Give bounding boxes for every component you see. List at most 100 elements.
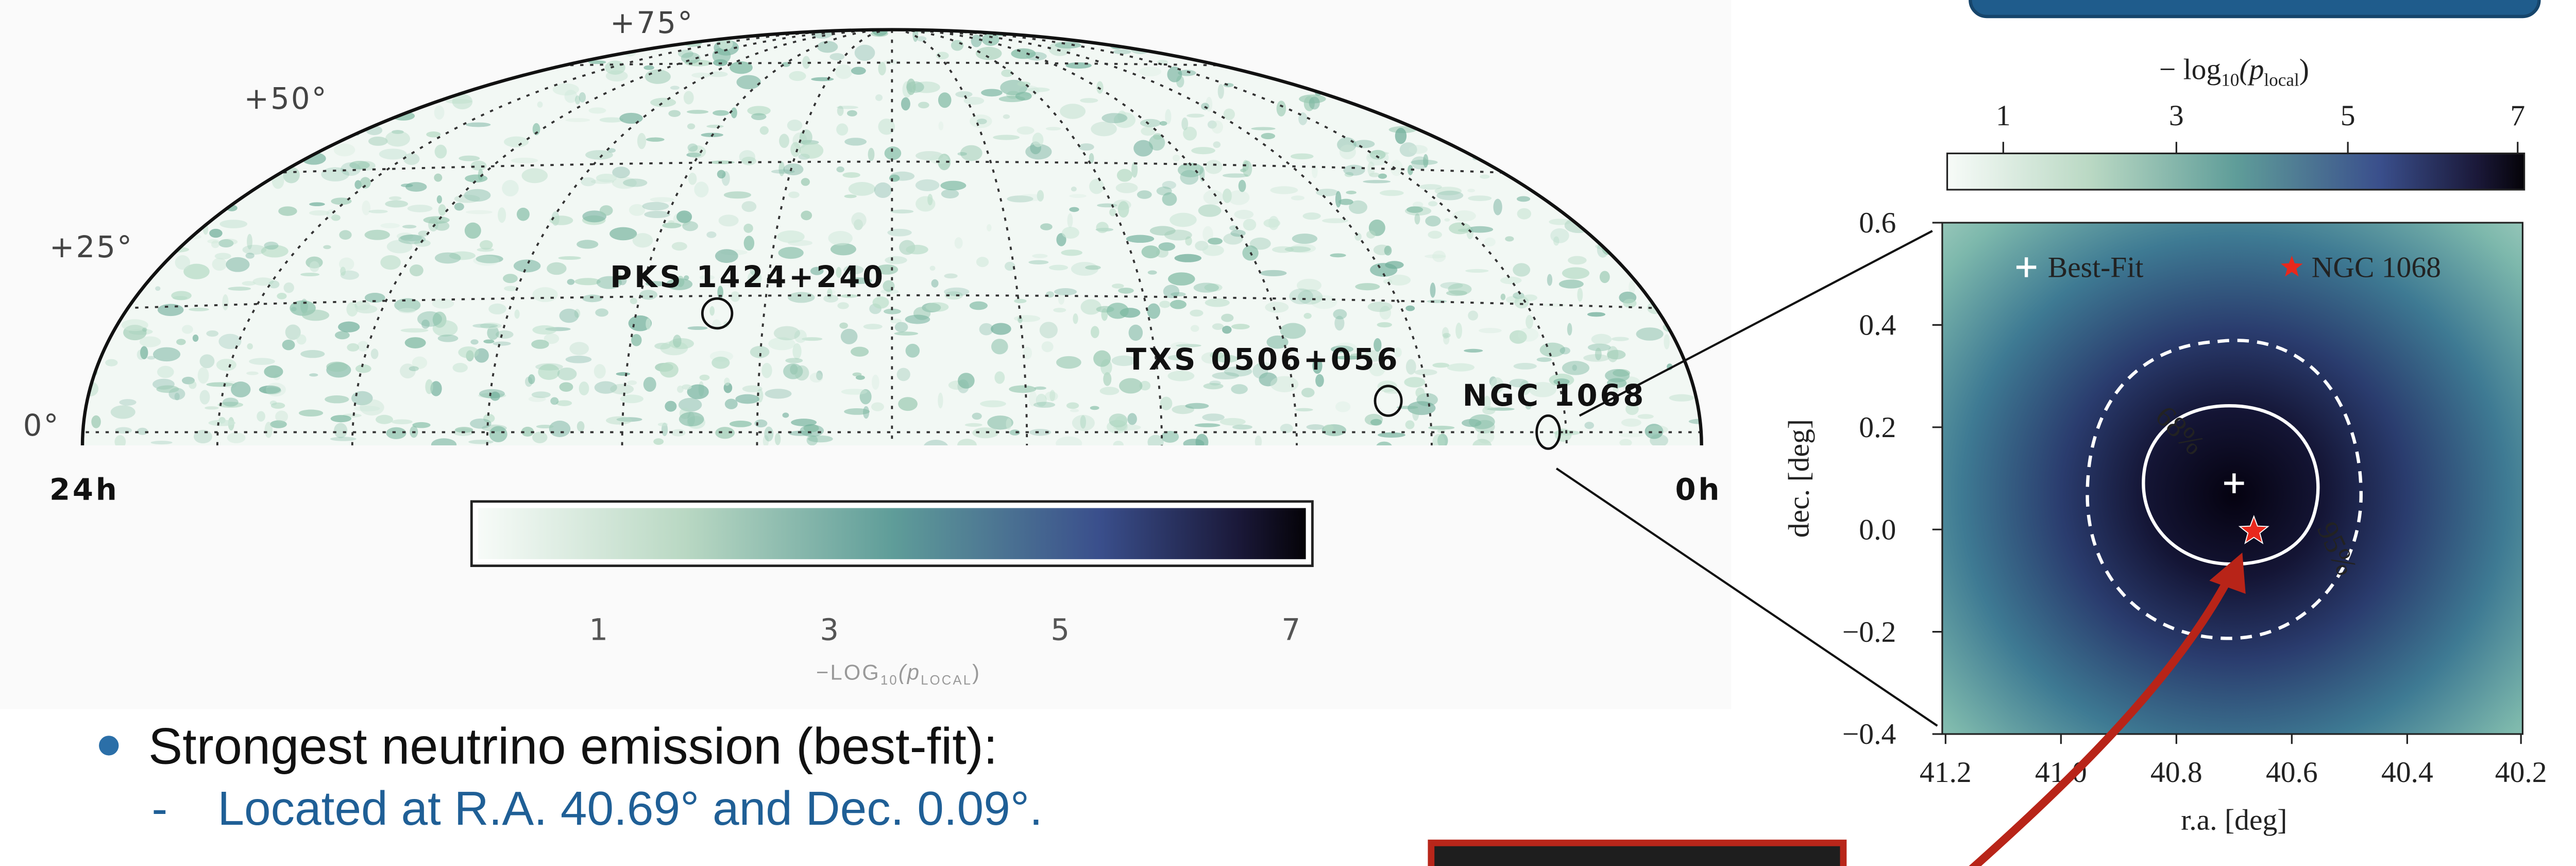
texture-blob — [1295, 408, 1313, 411]
texture-blob — [347, 343, 359, 352]
texture-blob — [265, 422, 273, 438]
texture-blob — [246, 253, 255, 259]
texture-blob — [1218, 84, 1224, 99]
texture-blob — [1343, 165, 1365, 176]
texture-blob — [532, 431, 547, 443]
texture-blob — [907, 78, 916, 95]
texture-blob — [1190, 310, 1203, 317]
y-tick-label: −0.4 — [1842, 718, 1896, 751]
texture-blob — [1464, 349, 1483, 353]
texture-blob — [1505, 236, 1514, 241]
texture-blob — [212, 258, 227, 271]
y-tick-label: −0.2 — [1842, 616, 1896, 648]
texture-blob — [1045, 391, 1058, 401]
texture-blob — [435, 253, 461, 264]
texture-blob — [1621, 419, 1641, 427]
texture-blob — [1517, 208, 1532, 220]
texture-blob — [901, 97, 910, 111]
texture-blob — [1205, 160, 1223, 174]
ra-label: 24h — [49, 473, 120, 507]
texture-blob — [221, 239, 238, 245]
texture-blob — [1224, 109, 1235, 120]
texture-blob — [1452, 210, 1476, 222]
texture-blob — [691, 73, 710, 78]
texture-blob — [1080, 299, 1101, 314]
texture-blob — [700, 375, 710, 381]
texture-blob — [1213, 141, 1221, 148]
texture-blob — [1455, 323, 1462, 339]
texture-blob — [119, 399, 136, 406]
texture-blob — [1129, 325, 1143, 341]
bullet-text: Strongest neutrino emission (best-fit): — [148, 718, 997, 775]
texture-blob — [788, 192, 800, 198]
x-tick-label: 40.6 — [2266, 756, 2318, 789]
label-part: ) — [2299, 54, 2309, 86]
texture-blob — [764, 427, 773, 442]
texture-blob — [517, 208, 530, 221]
texture-blob — [616, 372, 631, 376]
texture-blob — [1425, 254, 1446, 258]
texture-blob — [1118, 288, 1134, 294]
texture-blob — [437, 195, 442, 204]
texture-blob — [1366, 230, 1376, 238]
label-part: 10 — [2221, 70, 2239, 90]
colorbar-ticks — [2003, 142, 2517, 153]
texture-blob — [799, 142, 823, 158]
texture-blob — [906, 344, 920, 358]
texture-blob — [1231, 324, 1250, 329]
texture-blob — [837, 302, 849, 309]
texture-blob — [741, 201, 756, 212]
texture-blob — [1118, 201, 1129, 218]
texture-blob — [1562, 361, 1589, 375]
texture-blob — [938, 393, 943, 409]
texture-blob — [1355, 283, 1380, 290]
texture-blob — [709, 306, 715, 316]
bullet-dot — [99, 736, 118, 755]
texture-blob — [105, 359, 117, 367]
texture-blob — [1091, 326, 1099, 338]
texture-blob — [263, 387, 281, 394]
texture-blob — [334, 423, 347, 438]
texture-blob — [918, 102, 929, 108]
x-axis-label: r.a. [deg] — [2181, 804, 2287, 837]
texture-blob — [1387, 275, 1411, 286]
texture-blob — [1165, 109, 1171, 124]
texture-blob — [488, 304, 506, 314]
texture-blob — [646, 318, 651, 329]
texture-blob — [296, 335, 306, 345]
texture-blob — [173, 296, 188, 300]
texture-blob — [1526, 315, 1533, 329]
texture-blob — [1591, 334, 1612, 345]
texture-blob — [1191, 325, 1199, 331]
texture-blob — [1562, 267, 1589, 279]
texture-blob — [1176, 75, 1184, 88]
texture-blob — [794, 365, 809, 380]
texture-blob — [1212, 323, 1224, 330]
label-part: LOCAL — [921, 673, 972, 688]
texture-blob — [1518, 328, 1538, 342]
texture-blob — [1032, 132, 1044, 147]
texture-blob — [970, 302, 988, 310]
texture-blob — [1537, 357, 1552, 362]
texture-blob — [565, 118, 590, 122]
lat-label: 0° — [23, 408, 60, 443]
texture-blob — [338, 322, 360, 332]
texture-blob — [1324, 425, 1334, 431]
texture-blob — [828, 231, 852, 245]
texture-blob — [215, 253, 231, 260]
texture-blob — [853, 373, 862, 377]
sky-map: +75° +50° +25° 0° 24h 0h PKS 1424+240 TX… — [0, 0, 1731, 709]
texture-blob — [376, 415, 393, 424]
texture-blob — [1185, 403, 1209, 409]
texture-blob — [1170, 300, 1187, 309]
texture-blob — [644, 211, 670, 218]
texture-blob — [498, 207, 506, 223]
texture-blob — [1089, 179, 1104, 194]
texture-blob — [687, 110, 708, 114]
texture-blob — [209, 229, 223, 238]
texture-blob — [206, 330, 218, 337]
texture-blob — [360, 399, 384, 415]
texture-blob — [775, 433, 781, 445]
texture-blob — [1175, 254, 1201, 262]
texture-blob — [1377, 322, 1392, 327]
